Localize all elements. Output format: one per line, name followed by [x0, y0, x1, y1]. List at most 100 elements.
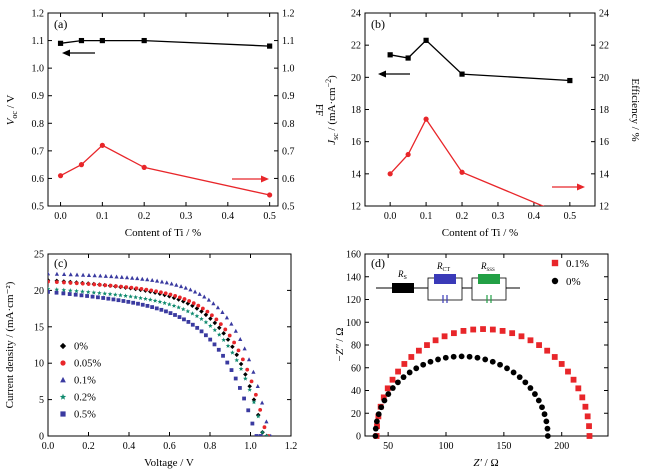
nyquist-point-0.1%: [460, 327, 467, 334]
jv-point-0%: [212, 320, 218, 326]
jv-point-0.5%: [208, 337, 213, 342]
jv-point-0.1%: [114, 274, 119, 279]
jv-point-0.2%: [203, 319, 209, 325]
panel-d-xlabel: Z′ / Ω: [473, 457, 498, 469]
jv-point-0%: [180, 299, 186, 304]
jv-point-0.5%: [173, 313, 177, 317]
jv-point-0.5%: [79, 293, 84, 298]
jv-point-0.5%: [96, 295, 100, 300]
jv-point-0.1%: [62, 271, 67, 276]
jv-point-0.5%: [54, 290, 59, 295]
jv-point-0.05%: [218, 322, 223, 327]
x-tick-label: 0.4: [123, 441, 136, 452]
jv-point-0.2%: [128, 294, 133, 299]
jv-point-0.1%: [54, 271, 60, 276]
jv-point-0.5%: [216, 347, 221, 352]
panel-b-ylabel-right: Efficiency / %: [629, 78, 641, 141]
nyquist-point-0.1%: [401, 361, 408, 367]
y-right-tick-label: 22: [599, 41, 609, 52]
nyquist-point-0%: [504, 365, 510, 372]
jv-point-0.1%: [188, 287, 193, 292]
y-tick-label: 20: [34, 286, 44, 297]
jv-point-0.05%: [48, 279, 50, 284]
nyquist-point-0%: [466, 353, 473, 360]
y-tick-label: 16: [351, 137, 361, 148]
jv-point-0.5%: [73, 292, 78, 297]
jv-point-0.05%: [168, 292, 173, 297]
panel-d: (d) 50 100 150 200 0 20 40 60 80 100 120 140 160 0.1…: [334, 250, 609, 469]
nyquist-point-0%: [378, 404, 385, 411]
panel-b-left-arrow: [378, 70, 410, 78]
jv-point-0.2%: [199, 316, 204, 322]
panel-c-label: (c): [54, 256, 67, 270]
jv-point-0.05%: [114, 284, 118, 289]
jv-point-0.1%: [155, 278, 160, 283]
panel-d-ylabel: −Z″ / Ω: [334, 328, 346, 363]
panel-b-frame: [364, 12, 596, 207]
nyquist-point-0%: [497, 361, 503, 368]
nyquist-point-0.1%: [470, 326, 477, 333]
jv-point-0.05%: [214, 317, 219, 322]
nyquist-point-0%: [381, 397, 388, 404]
panel-d-label: (d): [371, 256, 385, 270]
nyquist-point-0.1%: [389, 376, 396, 383]
nyquist-point-0%: [544, 425, 551, 432]
jv-point-0.2%: [238, 366, 244, 371]
jv-point-0.2%: [171, 303, 177, 308]
circuit-rs-label: RS: [397, 269, 407, 281]
nyquist-point-0%: [413, 365, 420, 372]
data-point: [459, 71, 465, 77]
jv-point-0%: [203, 312, 209, 318]
jv-point-0.1%: [119, 274, 124, 279]
jv-point-0.5%: [159, 307, 164, 312]
jv-point-0.05%: [119, 284, 124, 289]
jv-point-0.2%: [97, 290, 102, 296]
nyquist-point-0.1%: [565, 368, 571, 375]
legend-label: 0.5%: [74, 410, 96, 421]
x-tick-label: 0.4: [222, 211, 235, 222]
jv-point-0.1%: [145, 277, 150, 282]
x-tick-label: 200: [554, 441, 569, 452]
jv-point-0.2%: [243, 376, 248, 381]
jv-point-0.2%: [147, 297, 153, 302]
nyquist-point-0.1%: [551, 354, 558, 360]
x-tick-label: 50: [383, 441, 393, 452]
y-tick-label: 0.7: [32, 146, 45, 157]
nyquist-point-0.1%: [380, 394, 387, 401]
series-line-0: [60, 39, 270, 47]
jv-point-0.5%: [168, 311, 173, 316]
nyquist-point-0%: [458, 353, 465, 360]
jv-point-0.1%: [255, 384, 260, 389]
nyquist-point-0%: [489, 358, 496, 365]
x-tick-label: 0.2: [456, 211, 469, 222]
jv-point-0.2%: [80, 289, 85, 294]
nyquist-point-0.1%: [395, 368, 401, 375]
jv-point-0.1%: [215, 305, 221, 310]
panel-a-xlabel: Content of Ti / %: [125, 227, 201, 239]
jv-point-0.2%: [54, 287, 60, 292]
x-tick-label: 150: [496, 441, 511, 452]
nyquist-point-0.1%: [575, 385, 582, 392]
jv-point-0.05%: [236, 348, 241, 353]
panel-c: (c) 0.0 0.2 0.4 0.6 0.8 1.0 1.2 0 5 10 15 20 25 0% 0.…: [4, 250, 297, 470]
jv-point-0.1%: [103, 273, 108, 278]
jv-point-0.5%: [233, 376, 238, 381]
jv-point-0.5%: [140, 302, 145, 307]
y-right-tick-label: 0.7: [282, 146, 295, 157]
nyquist-point-0.1%: [586, 433, 593, 439]
jv-point-0.05%: [97, 282, 102, 287]
circuit-rw-resistor: [478, 274, 500, 284]
data-point: [57, 40, 64, 46]
data-point: [267, 43, 273, 49]
jv-point-0.1%: [68, 272, 73, 277]
jv-point-0.2%: [251, 399, 257, 405]
x-tick-label: 0.1: [96, 211, 109, 222]
nyquist-point-0%: [544, 433, 551, 439]
data-point: [267, 192, 273, 198]
legend-label: 0%: [566, 276, 581, 288]
jv-point-0.2%: [85, 289, 91, 295]
y-tick-label: 18: [351, 105, 361, 116]
circuit-rct-resistor: [434, 274, 456, 284]
nyquist-point-0%: [539, 404, 545, 411]
jv-point-0.5%: [154, 306, 159, 311]
